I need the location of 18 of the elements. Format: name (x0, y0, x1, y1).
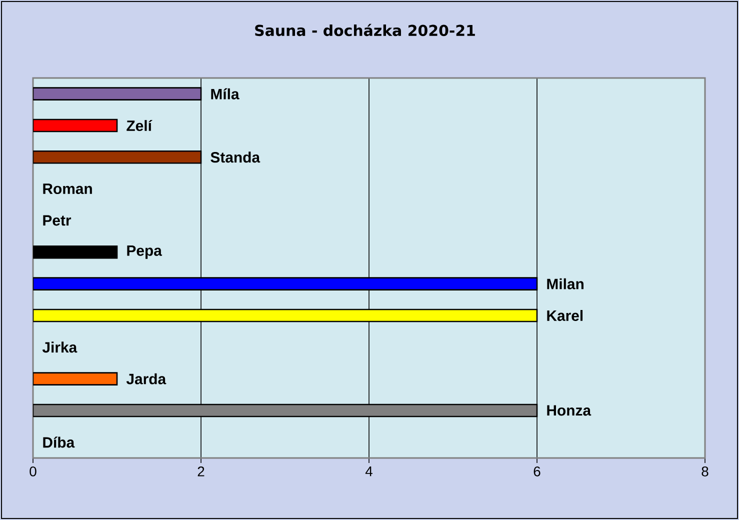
y-tick-label: Karel (547, 310, 583, 321)
x-tick-label: 6 (534, 466, 540, 476)
x-tick-label: 4 (365, 466, 372, 476)
y-tick-label: Pepa (127, 245, 162, 259)
y-tick-label: Jarda (126, 373, 166, 384)
y-tick-label: Míla (211, 88, 240, 100)
x-tick-label: 2 (198, 466, 204, 476)
y-tick-label: Honza (547, 405, 592, 416)
y-tick-label: Díba (43, 436, 75, 448)
x-tick-label: 0 (30, 466, 36, 476)
y-tick-label: Milan (547, 278, 584, 290)
y-tick-label: Zelí (126, 120, 152, 132)
y-tick-label: Roman (43, 184, 92, 194)
y-tick-label: Standa (210, 152, 260, 163)
x-tick-label: 8 (702, 466, 708, 476)
y-tick-label: Petr (43, 215, 72, 226)
y-tick-label: Jirka (42, 342, 78, 353)
chart-title: Sauna - docházka 2020-21 (255, 24, 475, 36)
